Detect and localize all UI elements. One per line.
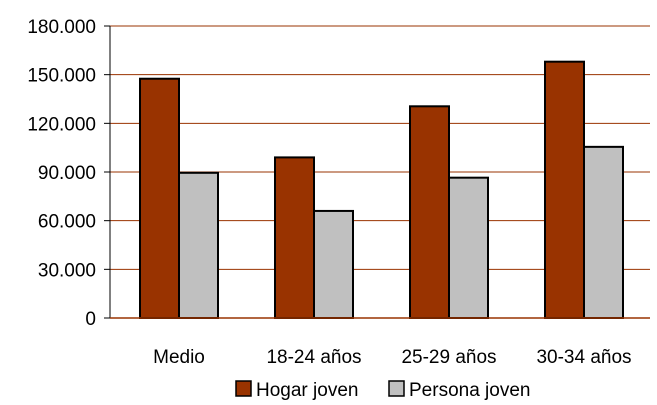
legend-label: Persona joven bbox=[409, 380, 530, 401]
legend-swatch bbox=[388, 380, 405, 397]
y-axis-ticks: 0 30.000 60.000 90.000 120.000 150.000 180.000 bbox=[27, 17, 110, 330]
y-tick-label: 120.000 bbox=[27, 114, 96, 135]
bar-hogar-joven bbox=[409, 105, 450, 319]
x-category-label: 30-34 años bbox=[536, 347, 631, 368]
bar-persona-joven bbox=[178, 171, 219, 319]
y-tick-label: 150.000 bbox=[27, 66, 96, 87]
x-category-label: 25-29 años bbox=[401, 347, 496, 368]
bar-persona-joven bbox=[448, 176, 489, 319]
bar-hogar-joven bbox=[139, 77, 180, 319]
y-tick-label: 0 bbox=[85, 309, 96, 330]
y-tick-label: 90.000 bbox=[38, 163, 96, 184]
y-tick-label: 180.000 bbox=[27, 17, 96, 38]
x-category-label: 18-24 años bbox=[266, 347, 361, 368]
bar-persona-joven bbox=[313, 209, 354, 319]
x-axis-labels: Medio 18-24 años 25-29 años 30-34 años bbox=[153, 347, 631, 368]
bars bbox=[139, 60, 624, 319]
y-tick-label: 60.000 bbox=[38, 212, 96, 233]
x-category-label: Medio bbox=[153, 347, 205, 368]
legend-label: Hogar joven bbox=[256, 380, 358, 401]
bar-hogar-joven bbox=[544, 60, 585, 319]
legend: Hogar joven Persona joven bbox=[235, 380, 530, 401]
legend-swatch bbox=[235, 380, 252, 397]
bar-persona-joven bbox=[583, 145, 624, 319]
bar-hogar-joven bbox=[274, 156, 315, 319]
y-tick-label: 30.000 bbox=[38, 260, 96, 281]
